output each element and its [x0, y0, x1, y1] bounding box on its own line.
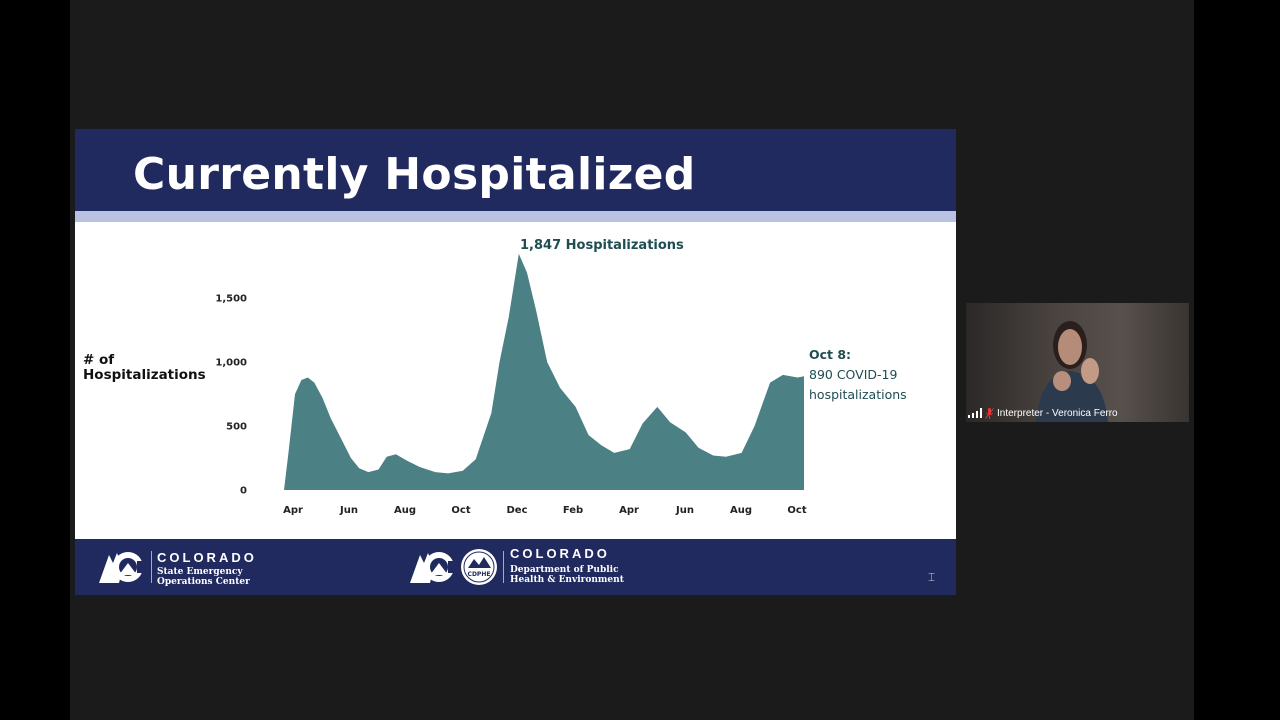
x-tick-label: Dec	[506, 505, 527, 516]
right-org-name: COLORADO	[510, 546, 610, 561]
slide-title: Currently Hospitalized	[133, 149, 696, 200]
signal-bars-icon	[968, 408, 982, 418]
y-tick-label: 500	[226, 422, 247, 433]
x-tick-label: Aug	[730, 505, 752, 516]
shared-slide: Currently Hospitalized 0 500 1,000 1,500 Ap…	[75, 129, 956, 595]
cdphe-seal-icon: CDPHE	[461, 549, 497, 585]
y-axis-label-line1: # of	[83, 352, 115, 368]
annotation-line1: 890 COVID-19	[809, 367, 898, 382]
y-tick-label: 0	[240, 486, 247, 497]
x-axis-ticks: Apr Jun Aug Oct Dec Feb Apr Jun Aug Oct	[283, 505, 807, 516]
y-tick-label: 1,000	[215, 358, 247, 369]
x-tick-label: Feb	[563, 505, 583, 516]
mic-muted-icon[interactable]	[985, 407, 994, 419]
header-stripe	[75, 211, 956, 222]
y-axis-label-line2: Hospitalizations	[83, 367, 206, 383]
right-org-sub2: Health & Environment	[510, 575, 624, 585]
participant-name-label: Interpreter - Veronica Ferro	[968, 406, 1118, 420]
y-axis-label: # of Hospitalizations	[83, 353, 206, 383]
hospitalization-area	[284, 253, 804, 490]
footer-divider-left	[151, 551, 152, 583]
left-org-sub2: Operations Center	[157, 577, 250, 587]
colorado-c-logo-icon	[99, 552, 147, 583]
footer-divider-right	[503, 551, 504, 583]
y-axis-ticks: 0 500 1,000 1,500	[215, 294, 247, 497]
annotation-date: Oct 8:	[809, 347, 852, 362]
interpreter-video-tile[interactable]	[966, 303, 1189, 422]
svg-text:CDPHE: CDPHE	[468, 571, 491, 578]
x-tick-label: Apr	[283, 505, 303, 516]
x-tick-label: Oct	[451, 505, 470, 516]
x-tick-label: Aug	[394, 505, 416, 516]
peak-annotation: 1,847 Hospitalizations	[520, 238, 684, 253]
x-tick-label: Apr	[619, 505, 639, 516]
x-tick-label: Jun	[339, 505, 358, 516]
latest-annotation: Oct 8: 890 COVID-19 hospitalizations	[809, 345, 907, 405]
y-tick-label: 1,500	[215, 294, 247, 305]
participant-name: Interpreter - Veronica Ferro	[997, 407, 1118, 419]
right-org-sub1: Department of Public	[510, 565, 619, 575]
colorado-c-logo-icon	[410, 552, 458, 583]
slide-footer: COLORADO State Emergency Operations Cent…	[75, 539, 956, 595]
x-tick-label: Oct	[787, 505, 806, 516]
left-org-sub1: State Emergency	[157, 567, 243, 577]
left-org-name: COLORADO	[157, 550, 257, 565]
text-cursor-icon: ⌶	[928, 570, 936, 584]
x-tick-label: Jun	[675, 505, 694, 516]
slide-header: Currently Hospitalized	[75, 129, 956, 211]
annotation-line2: hospitalizations	[809, 387, 907, 402]
interpreter-silhouette-icon	[1036, 321, 1108, 422]
